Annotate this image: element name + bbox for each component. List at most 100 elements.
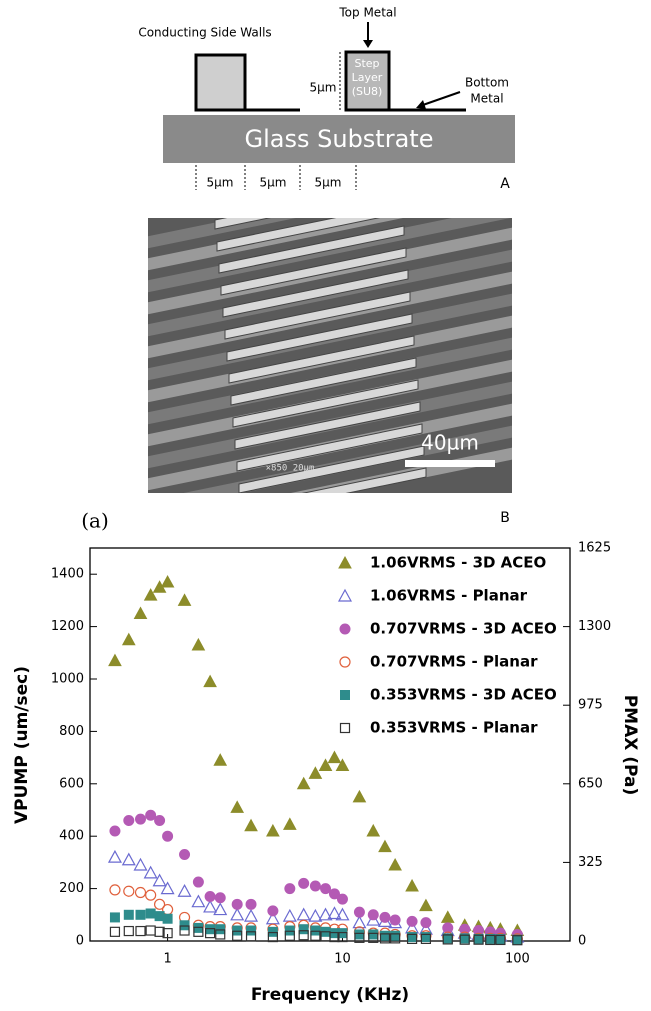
marker	[420, 917, 432, 929]
arrow	[419, 91, 461, 107]
y2-tick-label: 1300	[578, 619, 611, 634]
substrate	[163, 115, 515, 163]
y2-tick-label: 1625	[578, 541, 611, 556]
marker	[123, 925, 134, 937]
marker	[145, 925, 156, 936]
marker	[214, 892, 226, 904]
panel-label: B	[500, 510, 510, 526]
marker	[134, 886, 147, 899]
marker	[154, 926, 165, 937]
marker	[335, 758, 350, 771]
marker	[179, 925, 190, 936]
electrode-ridge	[222, 269, 409, 318]
marker	[354, 929, 365, 940]
micrograph: 40µm ×850 20µm B	[148, 218, 512, 526]
marker	[296, 776, 311, 790]
marker	[267, 926, 278, 937]
y-tick-label: 200	[59, 881, 84, 896]
marker	[442, 934, 453, 945]
label: 5µm	[315, 176, 342, 190]
electrode	[148, 218, 296, 249]
marker	[123, 909, 134, 920]
marker	[388, 857, 402, 871]
marker	[308, 766, 323, 779]
marker	[162, 928, 173, 939]
marker	[296, 907, 311, 921]
marker	[153, 898, 166, 910]
marker	[133, 606, 148, 619]
electrode-ridge	[218, 225, 405, 274]
marker	[420, 933, 432, 945]
marker	[284, 883, 296, 895]
marker	[215, 924, 226, 935]
step-layer	[344, 50, 391, 112]
marker	[284, 925, 295, 936]
marker	[244, 908, 259, 922]
y-tick-label: 400	[59, 829, 84, 844]
label: 5µm	[260, 176, 287, 190]
arrow-head	[416, 100, 426, 109]
marker	[267, 931, 278, 943]
electrode-ridge	[226, 313, 413, 362]
marker	[282, 908, 297, 922]
marker	[327, 906, 342, 920]
marker	[109, 912, 120, 923]
marker	[390, 930, 401, 941]
panel-label: (a)	[81, 509, 109, 533]
marker	[109, 825, 121, 837]
y2-tick-label: 975	[578, 698, 603, 713]
electrodes	[148, 218, 512, 493]
marker	[379, 930, 390, 941]
marker	[366, 823, 381, 837]
marker	[213, 902, 228, 916]
marker	[310, 925, 321, 936]
x-axis-label: Frequency (KHz)	[251, 985, 409, 1005]
marker	[406, 933, 418, 945]
electrode-ridge	[220, 247, 407, 296]
marker	[154, 814, 166, 826]
marker	[459, 934, 470, 945]
y-tick-label: 1400	[51, 567, 84, 582]
marker	[232, 930, 243, 941]
y-tick-label: 1200	[51, 619, 84, 634]
label: 5µm	[207, 176, 234, 190]
electrode	[183, 425, 512, 493]
marker	[121, 852, 136, 866]
electrode-ridge	[228, 335, 415, 384]
marker	[121, 632, 136, 646]
marker	[320, 883, 332, 895]
electrode	[148, 218, 511, 293]
label: 5µm	[310, 81, 337, 95]
scale-bar	[405, 460, 495, 467]
marker	[379, 933, 391, 944]
marker	[231, 898, 243, 910]
marker	[191, 894, 206, 908]
scale-label: 40µm	[421, 431, 479, 455]
substrate-label: Glass Substrate	[245, 125, 434, 153]
electrode-ridge	[214, 218, 272, 230]
marker	[192, 876, 204, 888]
marker	[203, 899, 218, 913]
marker	[109, 926, 121, 937]
marker	[135, 909, 146, 920]
electrode-ridge	[224, 291, 411, 340]
label: (SU8)	[352, 85, 383, 98]
label: Metal	[470, 92, 503, 106]
x-tick-label: 1	[163, 952, 171, 967]
marker	[419, 898, 433, 912]
marker	[512, 934, 523, 945]
label: Top Metal	[338, 6, 396, 20]
marker	[368, 932, 379, 943]
marker	[244, 818, 258, 832]
marker	[177, 883, 192, 897]
legend-label: 1.06VRMS - Planar	[370, 587, 528, 605]
legend-label: 0.707VRMS - 3D ACEO	[370, 620, 557, 638]
legend-marker	[339, 722, 351, 734]
electrode-ridge	[238, 445, 425, 493]
marker	[298, 877, 310, 889]
marker	[389, 914, 401, 926]
marker	[133, 857, 148, 871]
marker	[160, 575, 175, 588]
electrode-ridge	[234, 401, 421, 450]
marker	[232, 925, 243, 936]
